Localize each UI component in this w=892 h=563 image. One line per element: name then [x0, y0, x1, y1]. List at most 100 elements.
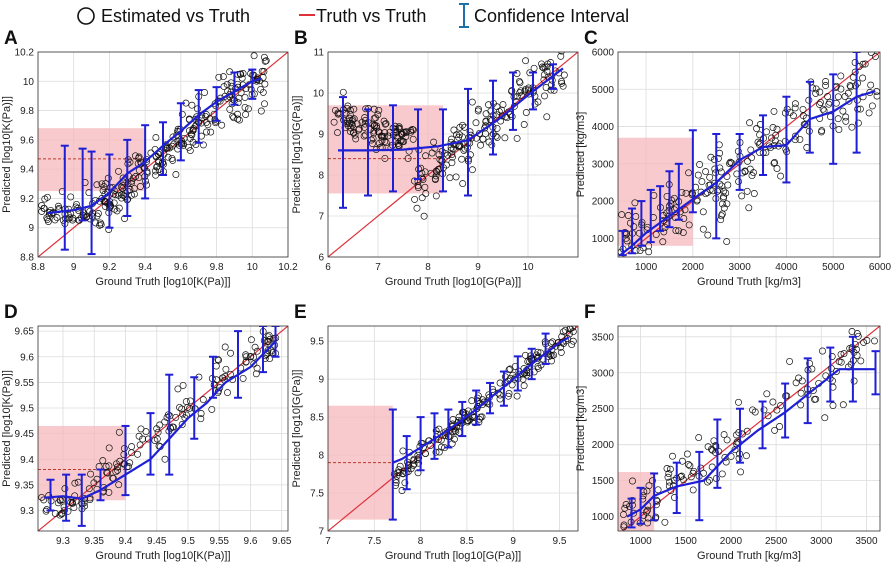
x-tick-label: 10 — [247, 262, 259, 273]
data-point — [252, 370, 260, 378]
data-point — [522, 85, 530, 93]
ci-bar — [444, 408, 453, 449]
data-point — [153, 163, 161, 171]
data-point — [112, 468, 120, 476]
data-point — [750, 190, 758, 197]
data-point — [67, 193, 75, 201]
data-point — [215, 73, 223, 81]
data-point — [258, 67, 266, 75]
data-point — [672, 227, 680, 235]
data-point — [776, 423, 784, 430]
data-point — [555, 37, 561, 43]
data-point — [182, 411, 190, 419]
data-point — [187, 130, 195, 138]
data-point — [505, 366, 513, 374]
x-tick-label: 3000 — [729, 262, 752, 273]
data-point — [409, 135, 417, 143]
data-point — [136, 441, 144, 449]
data-point — [446, 174, 454, 182]
data-point — [477, 141, 485, 149]
data-point — [699, 225, 707, 233]
y-tick-label: 7 — [318, 212, 324, 223]
data-point — [498, 112, 506, 120]
x-tick-label: 6000 — [869, 262, 892, 273]
data-point — [115, 204, 123, 212]
data-point — [683, 450, 691, 458]
data-point — [503, 114, 511, 122]
data-point — [226, 105, 234, 113]
data-point — [557, 35, 563, 41]
data-point — [720, 431, 728, 439]
x-tick-label: 7 — [375, 262, 381, 273]
data-point — [819, 105, 827, 113]
panel-letter: F — [584, 302, 596, 323]
data-point — [130, 184, 138, 192]
data-point — [645, 248, 653, 256]
data-point — [431, 144, 439, 152]
y-tick-label: 2500 — [592, 404, 615, 415]
data-point — [821, 414, 829, 422]
data-point — [153, 435, 161, 443]
data-point — [812, 89, 820, 97]
data-point — [375, 106, 383, 114]
y-tick-label: 9.45 — [15, 429, 35, 440]
data-point — [71, 479, 79, 487]
data-point — [753, 125, 761, 132]
ci-bar — [636, 486, 645, 525]
data-point — [558, 79, 566, 87]
data-point — [742, 452, 750, 460]
data-point — [643, 487, 651, 495]
data-point — [698, 178, 706, 186]
data-point — [828, 353, 836, 360]
data-point — [96, 221, 104, 229]
x-tick-label: 1500 — [675, 536, 698, 547]
data-point — [422, 152, 430, 160]
data-point — [394, 139, 402, 147]
ci-bar — [650, 472, 659, 522]
data-point — [482, 110, 490, 118]
data-point — [516, 79, 524, 87]
data-point — [170, 140, 178, 148]
ci-bar — [389, 104, 397, 193]
ci-bar — [248, 68, 257, 100]
data-point — [410, 460, 418, 468]
data-point — [735, 178, 743, 186]
data-point — [718, 200, 726, 208]
data-point — [768, 134, 776, 142]
data-point — [743, 187, 751, 195]
data-point — [60, 503, 68, 511]
data-point — [722, 458, 730, 466]
data-point — [852, 82, 859, 90]
ci-bar — [735, 407, 744, 464]
x-tick-label: 3500 — [855, 536, 878, 547]
ci-bar — [499, 370, 508, 407]
data-point — [547, 339, 555, 347]
ci-bar — [141, 124, 150, 200]
truth-line — [38, 326, 288, 531]
data-point — [697, 464, 705, 472]
data-point — [854, 119, 862, 127]
ci-bar — [439, 108, 447, 193]
data-point — [221, 343, 229, 351]
data-point — [842, 113, 850, 121]
y-tick-label: 9 — [318, 375, 324, 386]
data-point — [201, 89, 208, 96]
x-axis-label: Ground Truth [log10[G(Pa)]] — [385, 550, 521, 562]
data-point — [398, 487, 406, 494]
panel-letter: D — [4, 302, 18, 323]
data-point — [791, 132, 799, 140]
data-point — [197, 410, 205, 417]
panel-letter: C — [584, 28, 598, 49]
scatter-points — [330, 35, 568, 220]
data-point — [630, 509, 638, 517]
data-point — [845, 97, 853, 105]
data-point — [667, 200, 675, 208]
x-axis-label: Ground Truth [log10[K(Pa)]] — [95, 276, 230, 288]
x-tick-label: 2500 — [765, 536, 788, 547]
data-point — [115, 191, 122, 199]
data-point — [199, 396, 207, 404]
data-point — [241, 93, 249, 101]
data-point — [449, 416, 457, 423]
data-point — [764, 412, 772, 420]
ci-bar — [234, 330, 242, 399]
